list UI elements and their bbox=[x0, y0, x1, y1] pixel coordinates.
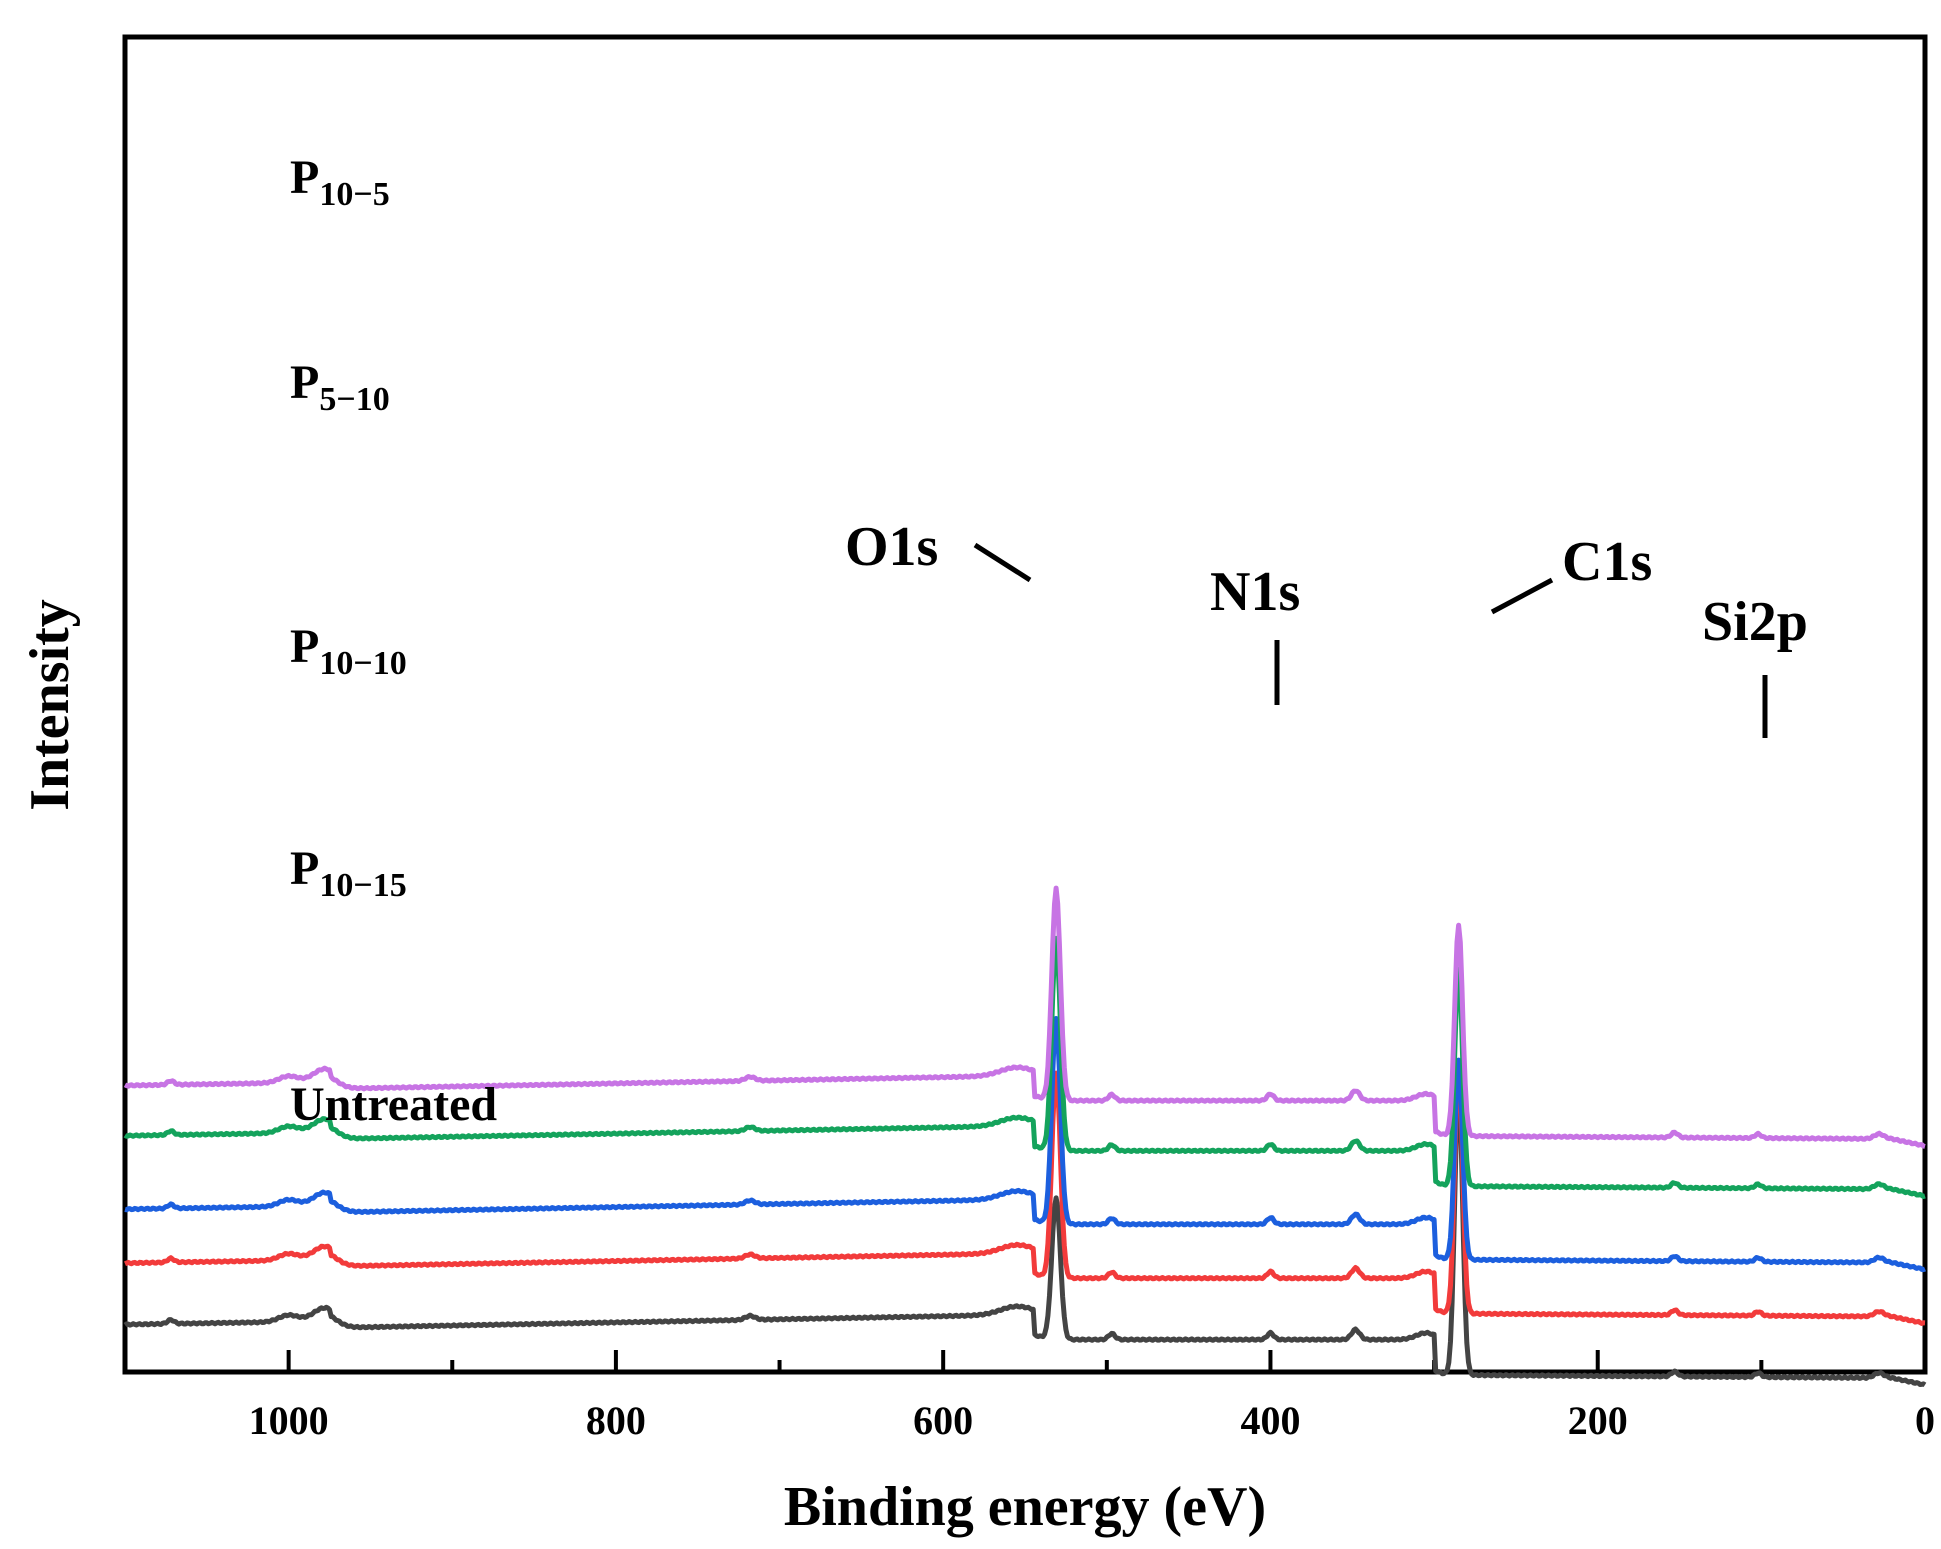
series-line-P10-15 bbox=[123, 1059, 1926, 1326]
series-line-P10-10 bbox=[124, 1016, 1927, 1273]
series-line-Untreated bbox=[123, 1082, 1927, 1388]
y-axis-title: Intensity bbox=[19, 599, 81, 811]
x-tick-label: 0 bbox=[1915, 1398, 1935, 1443]
series-labels: Untreated P10−15 P10−10 P5−10 P10−5 bbox=[290, 151, 497, 1131]
x-tick-label: 200 bbox=[1568, 1398, 1628, 1443]
series-label-P10-5: P10−5 bbox=[290, 151, 390, 213]
x-tick-label: 400 bbox=[1240, 1398, 1300, 1443]
series-label-P5-10: P5−10 bbox=[290, 356, 390, 418]
series-label-P10-15: P10−15 bbox=[290, 842, 407, 904]
x-axis-title: Binding energy (eV) bbox=[784, 1476, 1266, 1538]
annotation-Si2p: Si2p bbox=[1702, 591, 1808, 653]
plot-frame bbox=[122, 34, 1928, 1375]
series-line-P10-5 bbox=[123, 885, 1926, 1149]
annotation-line-C1s bbox=[1490, 577, 1554, 615]
annotation-O1s: O1s bbox=[845, 516, 938, 578]
x-axis-ticks: 1000 800 600 400 200 0 bbox=[123, 1350, 1935, 1443]
series-label-Untreated: Untreated bbox=[290, 1078, 497, 1131]
peak-annotations: O1s N1s C1s Si2p bbox=[845, 516, 1808, 738]
annotation-C1s: C1s bbox=[1562, 531, 1652, 593]
series-layer bbox=[123, 885, 1927, 1388]
annotation-N1s: N1s bbox=[1210, 561, 1300, 623]
annotation-line-O1s bbox=[973, 542, 1032, 583]
series-label-P10-10: P10−10 bbox=[290, 620, 407, 682]
x-tick-label: 800 bbox=[586, 1398, 646, 1443]
x-tick-label: 600 bbox=[913, 1398, 973, 1443]
series-line-P5-10 bbox=[123, 935, 1926, 1199]
x-tick-label: 1000 bbox=[249, 1398, 329, 1443]
